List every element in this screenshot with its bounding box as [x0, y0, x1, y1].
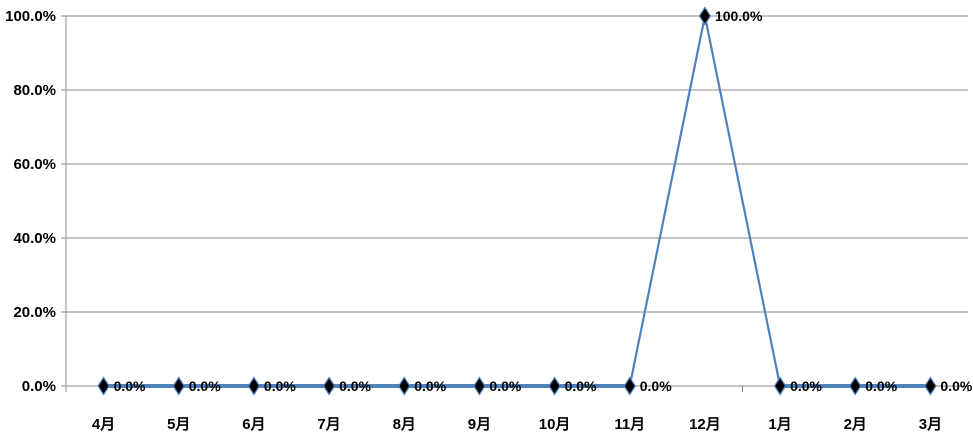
- y-tick-label: 0.0%: [22, 378, 56, 395]
- y-tick-label: 80.0%: [13, 82, 56, 99]
- x-axis-tick-labels: 4月 5月 6月 7月 8月 9月 10月 11月 12月 1月 2月 3月: [92, 416, 942, 433]
- y-tick-label: 60.0%: [13, 156, 56, 173]
- data-label: 0.0%: [565, 378, 597, 394]
- data-label: 0.0%: [114, 378, 146, 394]
- data-point-marker: [698, 6, 712, 26]
- y-tick-label: 40.0%: [13, 230, 56, 247]
- x-tick-label: 5月: [167, 416, 190, 433]
- data-point-marker: [322, 376, 336, 396]
- data-point-marker: [247, 376, 261, 396]
- x-tick-label: 3月: [919, 416, 942, 433]
- x-tick-label: 4月: [92, 416, 115, 433]
- x-tick-label: 12月: [689, 416, 721, 433]
- data-point-marker: [398, 376, 411, 396]
- x-tick-label: 11月: [614, 416, 645, 433]
- x-tick-label: 6月: [242, 416, 265, 433]
- data-point-marker: [473, 376, 486, 396]
- series-line-segment: [703, 14, 782, 388]
- data-point-marker: [623, 376, 636, 396]
- series-line-segment: [628, 14, 707, 388]
- data-label: 0.0%: [940, 378, 972, 394]
- data-point-marker: [849, 376, 862, 396]
- x-tick-label: 7月: [317, 416, 340, 433]
- y-tick-label: 20.0%: [13, 304, 56, 321]
- x-tick-label: 1月: [768, 416, 791, 433]
- markers-group: [97, 6, 937, 396]
- data-label: 0.0%: [264, 378, 296, 394]
- axes: [61, 15, 969, 392]
- y-axis-tick-labels: 0.0% 20.0% 40.0% 60.0% 80.0% 100.0%: [5, 8, 56, 395]
- data-label: 0.0%: [339, 378, 371, 394]
- data-label: 100.0%: [715, 8, 763, 24]
- x-tick-label: 2月: [844, 416, 867, 433]
- data-point-marker: [172, 376, 185, 396]
- y-tick-label: 100.0%: [5, 8, 56, 25]
- data-point-marker: [97, 376, 110, 396]
- data-label: 0.0%: [489, 378, 521, 394]
- x-tick-label: 9月: [468, 416, 491, 433]
- data-label: 0.0%: [414, 378, 446, 394]
- data-label: 0.0%: [790, 378, 822, 394]
- data-label: 0.0%: [865, 378, 897, 394]
- data-point-marker: [924, 376, 937, 396]
- data-labels-group: 0.0% 0.0% 0.0% 0.0% 0.0% 0.0% 0.0% 0.0% 100.0% 0.…: [114, 8, 973, 394]
- data-label: 0.0%: [189, 378, 221, 394]
- x-tick-label: 8月: [393, 416, 416, 433]
- gridlines: [66, 15, 968, 313]
- x-tick-label: 10月: [539, 416, 571, 433]
- data-label: 0.0%: [640, 378, 672, 394]
- data-point-marker: [548, 376, 561, 396]
- series-group: [101, 14, 933, 388]
- data-point-marker: [773, 376, 787, 396]
